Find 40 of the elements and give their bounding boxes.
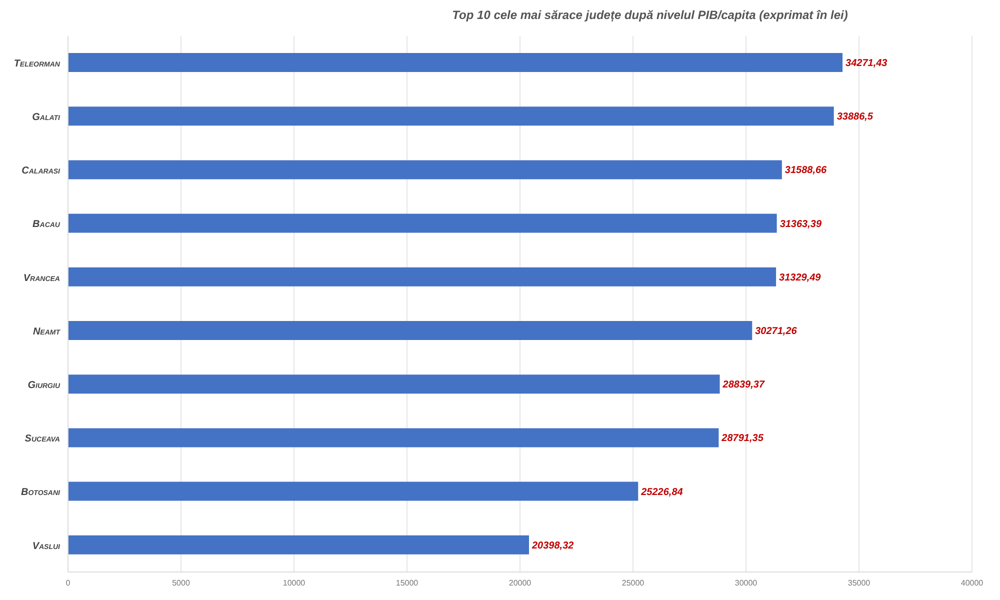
x-tick-label: 40000 xyxy=(960,578,984,588)
x-tick-label: 0 xyxy=(66,578,71,588)
data-label: 31329,49 xyxy=(779,272,822,284)
x-tick-label: 5000 xyxy=(172,578,190,588)
data-label: 20398,32 xyxy=(531,540,574,552)
y-tick-label: Botosani xyxy=(21,487,62,498)
bar xyxy=(68,214,777,233)
x-tick-label: 35000 xyxy=(848,578,871,588)
chart-title: Top 10 cele mai sărace județe după nivelul PIB/capita (exprimat în lei) xyxy=(451,8,849,24)
x-tick-label: 25000 xyxy=(622,578,645,588)
y-tick-label: Vrancea xyxy=(23,272,60,284)
y-tick-label: Vaslui xyxy=(32,540,62,552)
data-label: 25226,84 xyxy=(640,486,684,498)
x-tick-label: 15000 xyxy=(396,578,419,588)
x-tick-label: 20000 xyxy=(508,578,532,588)
data-label: 33886,5 xyxy=(836,112,874,123)
y-tick-label: Galati xyxy=(32,112,62,123)
bar xyxy=(68,53,843,72)
bar xyxy=(68,267,776,286)
data-label: 30271,26 xyxy=(755,326,798,337)
y-tick-label: Teleorman xyxy=(14,58,61,70)
data-label: 28791,35 xyxy=(720,433,764,444)
bar xyxy=(68,106,834,126)
data-label: 28839,37 xyxy=(722,380,765,391)
y-tick-label: Suceava xyxy=(24,434,60,445)
bar xyxy=(68,374,720,394)
data-label: 34271,43 xyxy=(846,58,888,69)
bar xyxy=(68,482,638,501)
data-label: 31363,39 xyxy=(780,218,822,230)
x-tick-label: 10000 xyxy=(282,578,306,588)
y-tick-label: Calarasi xyxy=(22,166,62,177)
y-tick-label: Neamt xyxy=(32,326,61,338)
y-tick-label: Giurgiu xyxy=(28,380,61,391)
data-label: 31588,66 xyxy=(784,165,828,176)
bar xyxy=(68,428,719,448)
bar xyxy=(68,160,782,180)
bar xyxy=(68,535,529,554)
y-tick-label: Bacau xyxy=(32,219,61,230)
bar xyxy=(68,321,752,340)
x-tick-label: 30000 xyxy=(734,578,758,588)
